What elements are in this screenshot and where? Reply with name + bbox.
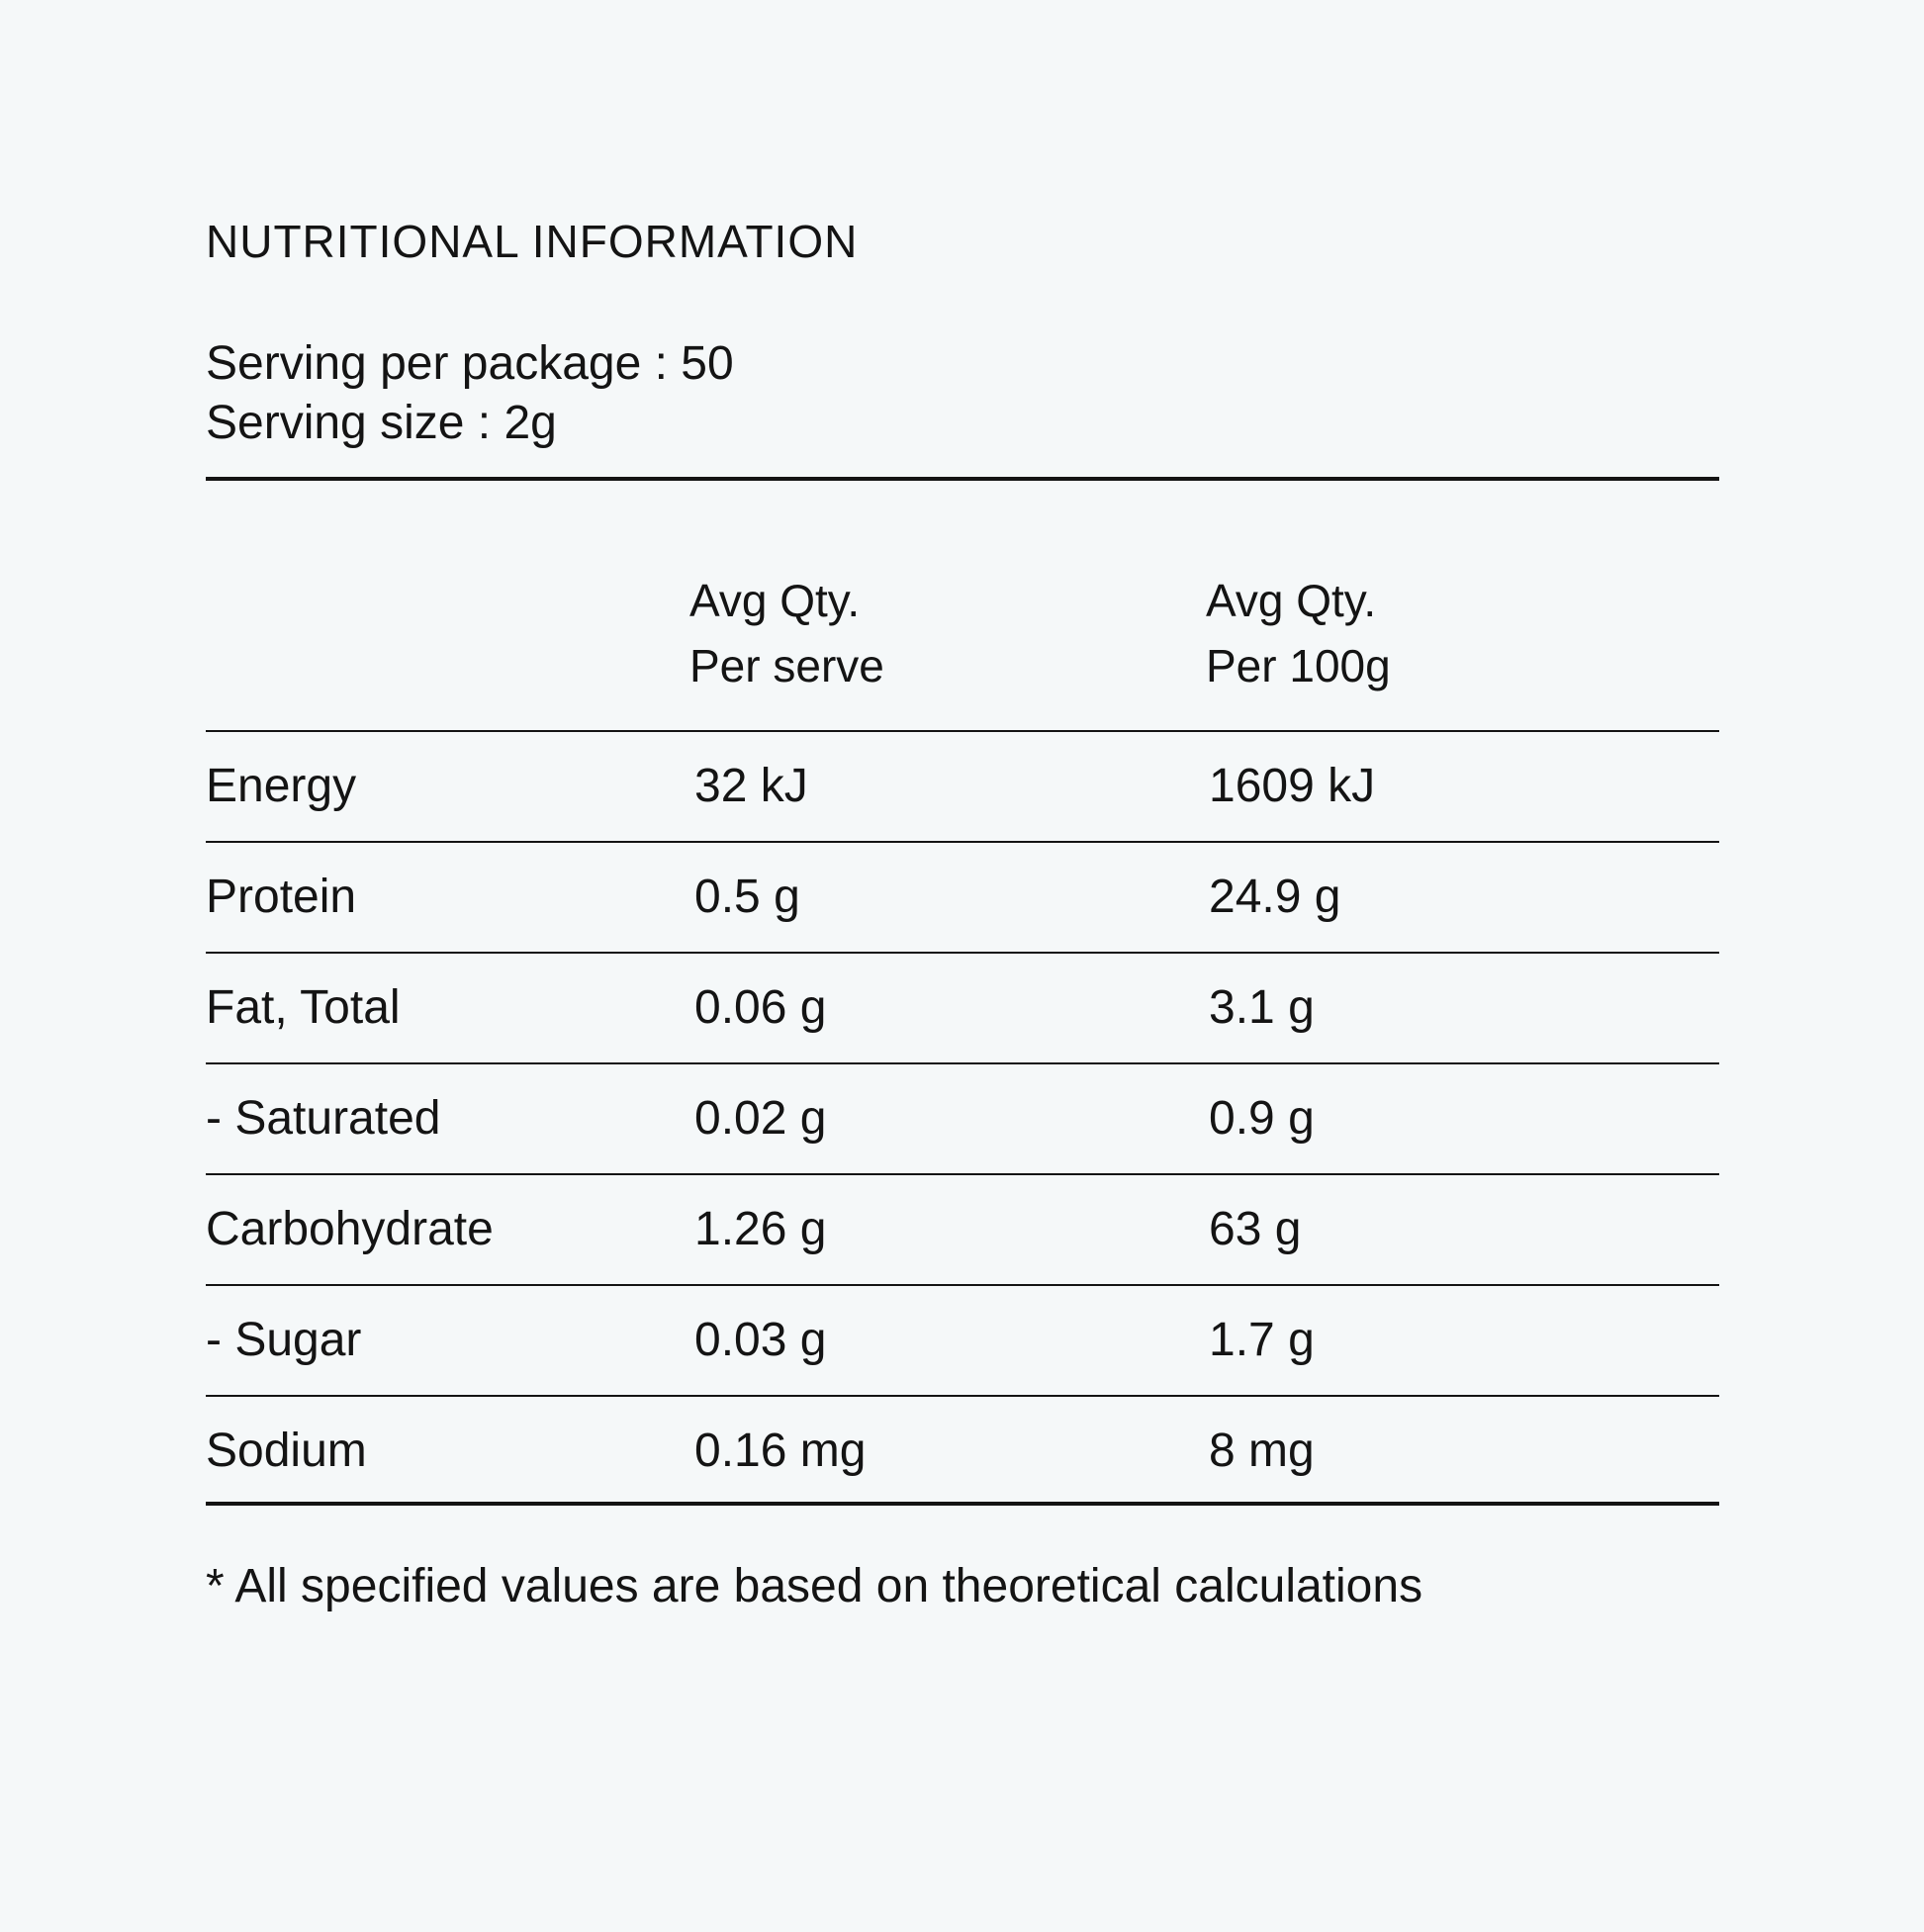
nutrient-name: Sodium (206, 1425, 367, 1477)
per-serve-value: 0.03 g (694, 1314, 827, 1366)
serving-per-package: Serving per package : 50 (206, 337, 734, 390)
bottom-divider (206, 1502, 1719, 1506)
top-divider (206, 477, 1719, 481)
row-divider (206, 1284, 1719, 1286)
table-row: Sodium 0.16 mg 8 mg (206, 1397, 1719, 1506)
per-serve-value: 0.16 mg (694, 1425, 867, 1477)
table-row: - Saturated 0.02 g 0.9 g (206, 1064, 1719, 1173)
per-100g-value: 0.9 g (1209, 1092, 1315, 1145)
nutrient-name: Carbohydrate (206, 1203, 494, 1255)
per-100g-value: 3.1 g (1209, 981, 1315, 1034)
column-header-line2: Per serve (689, 640, 884, 691)
row-divider (206, 952, 1719, 954)
per-100g-value: 24.9 g (1209, 871, 1341, 923)
per-100g-value: 63 g (1209, 1203, 1302, 1255)
column-header-line1: Avg Qty. (1206, 575, 1377, 626)
per-serve-value: 0.02 g (694, 1092, 827, 1145)
column-header-per-100g: Avg Qty. Per 100g (1206, 568, 1391, 698)
per-100g-value: 1.7 g (1209, 1314, 1315, 1366)
per-serve-value: 32 kJ (694, 760, 808, 812)
nutrient-name: Energy (206, 760, 357, 812)
row-divider (206, 1173, 1719, 1175)
table-row: Energy 32 kJ 1609 kJ (206, 732, 1719, 841)
column-header-line2: Per 100g (1206, 640, 1391, 691)
row-divider (206, 1395, 1719, 1397)
per-100g-value: 1609 kJ (1209, 760, 1376, 812)
column-header-line1: Avg Qty. (689, 575, 861, 626)
nutrient-name: Fat, Total (206, 981, 401, 1034)
nutrient-name: Protein (206, 871, 357, 923)
nutrient-name: - Sugar (206, 1314, 362, 1366)
table-row: Carbohydrate 1.26 g 63 g (206, 1175, 1719, 1284)
nutrient-name: - Saturated (206, 1092, 441, 1145)
table-row: - Sugar 0.03 g 1.7 g (206, 1286, 1719, 1395)
row-divider (206, 841, 1719, 843)
row-divider (206, 1062, 1719, 1064)
table-row: Protein 0.5 g 24.9 g (206, 843, 1719, 952)
serving-size: Serving size : 2g (206, 397, 557, 449)
panel-title: NUTRITIONAL INFORMATION (206, 216, 859, 267)
per-serve-value: 0.06 g (694, 981, 827, 1034)
header-divider (206, 730, 1719, 732)
column-header-per-serve: Avg Qty. Per serve (689, 568, 884, 698)
per-serve-value: 0.5 g (694, 871, 800, 923)
serving-info: Serving per package : 50 Serving size : … (206, 334, 734, 453)
per-100g-value: 8 mg (1209, 1425, 1315, 1477)
table-row: Fat, Total 0.06 g 3.1 g (206, 954, 1719, 1062)
footnote: * All specified values are based on theo… (206, 1560, 1423, 1612)
per-serve-value: 1.26 g (694, 1203, 827, 1255)
